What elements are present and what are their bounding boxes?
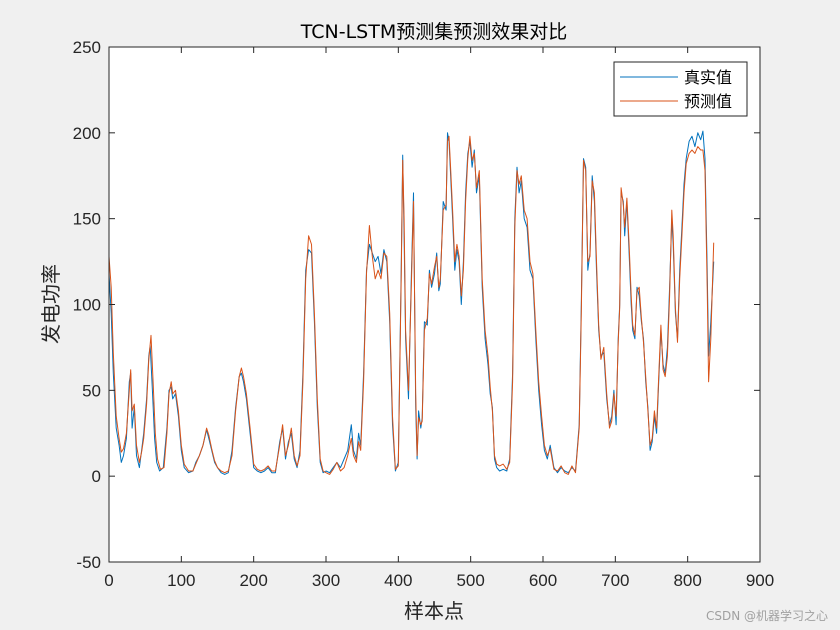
legend-label-true: 真实值 (684, 68, 732, 87)
chart-title: TCN-LSTM预测集预测效果对比 (300, 21, 567, 43)
y-tick-label: 250 (73, 38, 101, 57)
x-tick-label: 700 (601, 571, 629, 590)
y-axis-label: 发电功率 (39, 264, 63, 344)
x-tick-label: 300 (312, 571, 340, 590)
y-tick-label: 0 (92, 467, 101, 486)
legend-box (613, 61, 748, 117)
x-tick-label: 400 (384, 571, 412, 590)
y-tick-label: 100 (73, 296, 101, 315)
x-tick-label: 600 (529, 571, 557, 590)
y-tick-label: 200 (73, 124, 101, 143)
watermark: CSDN @机器学习之心 (705, 609, 828, 623)
x-tick-label: 0 (104, 571, 113, 590)
x-axis-label: 样本点 (404, 599, 464, 623)
series-line-1 (108, 135, 715, 475)
x-tick-label: 100 (167, 571, 195, 590)
x-tick-label: 900 (746, 571, 774, 590)
x-tick-label: 200 (239, 571, 267, 590)
x-tick-label: 500 (456, 571, 484, 590)
series-layer (108, 130, 715, 475)
plot-area (109, 47, 760, 562)
axes-layer: 0 100 200 300 400 500 600 700 800 900-50050100150… (73, 38, 775, 590)
legend-label-predicted: 预测值 (684, 92, 732, 111)
y-tick-label: 150 (73, 210, 101, 229)
legend: 真实值 预测值 (613, 61, 748, 117)
y-tick-label: -50 (76, 553, 101, 572)
y-tick-label: 50 (82, 381, 101, 400)
x-tick-label: 800 (673, 571, 701, 590)
